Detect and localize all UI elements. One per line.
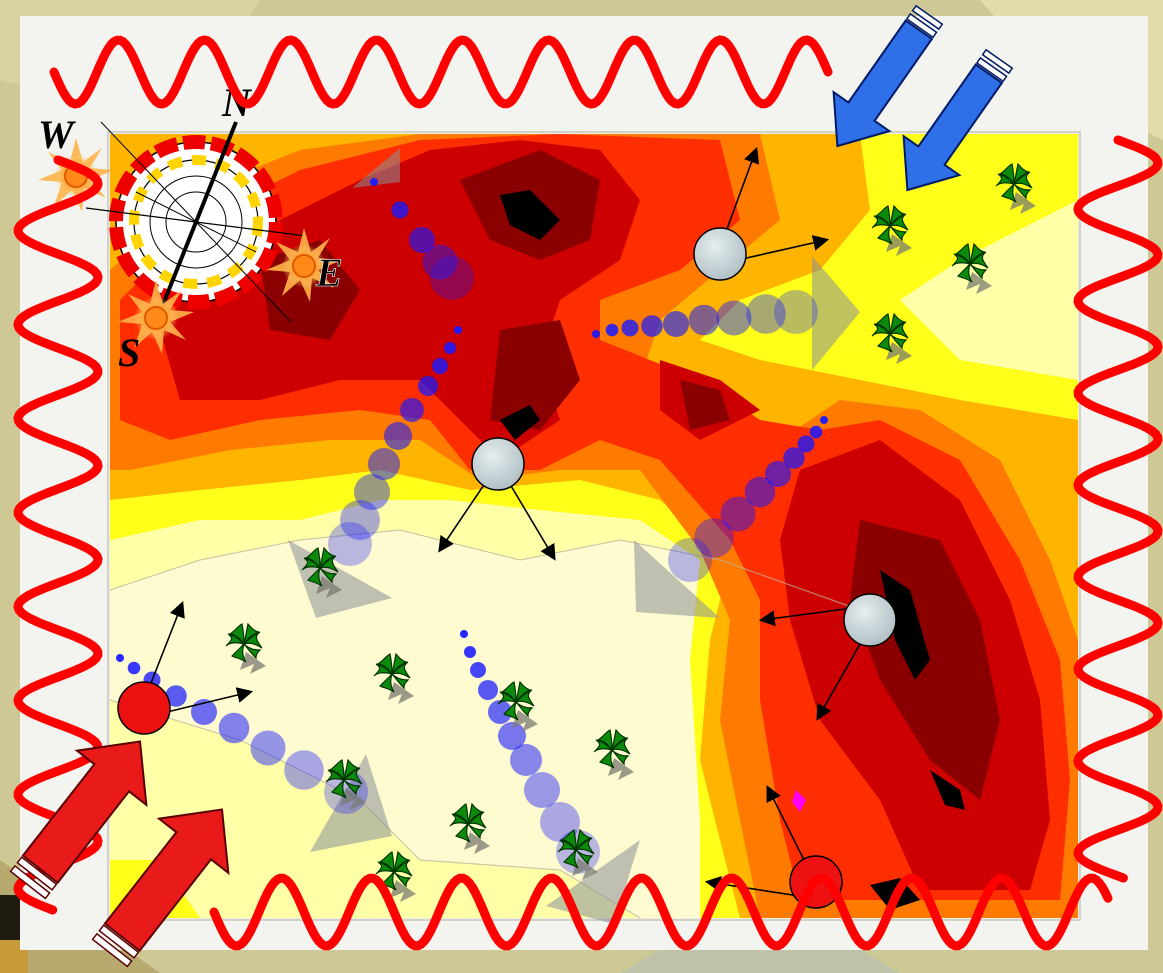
airflow-dot [510, 744, 542, 776]
airflow-dot [354, 474, 390, 510]
airflow-dot [663, 311, 689, 337]
wind-arrow-icon [91, 808, 230, 968]
gray-node [471, 437, 525, 491]
airflow-dot [444, 342, 456, 354]
airflow-dot [391, 201, 409, 219]
airflow-dot [820, 416, 828, 424]
airflow-dot [384, 422, 412, 450]
airflow-cones [288, 148, 860, 924]
airflow-dot [340, 500, 380, 540]
airflow-dot [368, 448, 400, 480]
airflow-dot [621, 319, 639, 337]
compass-east-label: E [315, 250, 343, 295]
airflow-dot [116, 654, 124, 662]
airflow-dot [524, 772, 560, 808]
airflow-dot [488, 700, 512, 724]
heat-wave-line [13, 155, 103, 915]
contour-zone-level-8 [260, 150, 1000, 800]
airflow-dot [694, 518, 734, 558]
airflow-dot [400, 398, 424, 422]
heat-wave-line [1073, 135, 1163, 883]
airflow-dot [165, 685, 187, 707]
airflow-dot [774, 290, 818, 334]
airflow-dot [720, 496, 756, 532]
airflow-dot [218, 712, 250, 744]
airflow-dot [765, 461, 791, 487]
airflow-dot [797, 435, 815, 453]
heat-wave-line [49, 35, 833, 109]
airflow-dot [430, 256, 474, 300]
airflow-dot [478, 680, 498, 700]
airflow-dot [746, 294, 786, 334]
gray-node [843, 593, 897, 647]
airflow-dot [370, 178, 378, 186]
airflow-dot [460, 630, 468, 638]
heat-wave-line [209, 873, 1113, 951]
airflow-dot [464, 646, 476, 658]
airflow-dot [470, 662, 486, 678]
airflow-dot [127, 661, 141, 675]
airflow-dot [328, 522, 372, 566]
airflow-dot [191, 699, 217, 725]
airflow-dot [783, 447, 805, 469]
airflow-dot [809, 425, 823, 439]
airflow-dot [454, 326, 462, 334]
heat-waves [13, 35, 1163, 951]
gray-node [693, 227, 747, 281]
airflow-dot [422, 244, 458, 280]
wind-arrow-icon [9, 740, 148, 900]
wind-arrow-icon [832, 4, 944, 148]
hotspot-marker [792, 790, 806, 812]
compass-south-label: S [118, 330, 140, 375]
airflow-dot [409, 227, 435, 253]
airflow-dot [540, 802, 580, 842]
airflow-dot [498, 722, 526, 750]
airflow-dot [250, 730, 286, 766]
sun-path-compass-icon [85, 121, 307, 323]
airflow-dot [716, 300, 752, 336]
airflow-dot [592, 330, 600, 338]
airflow-dot [668, 538, 712, 582]
airflow-dot [605, 323, 619, 337]
wind-arrow-icon [902, 48, 1014, 192]
red-node [117, 681, 171, 735]
airflow-dot [284, 750, 324, 790]
airflow-dot [432, 358, 448, 374]
airflow-dot [688, 304, 720, 336]
airflow-dot [744, 476, 776, 508]
airflow-dot [641, 315, 663, 337]
airflow-dot [418, 376, 438, 396]
compass-west-label: W [38, 112, 76, 157]
